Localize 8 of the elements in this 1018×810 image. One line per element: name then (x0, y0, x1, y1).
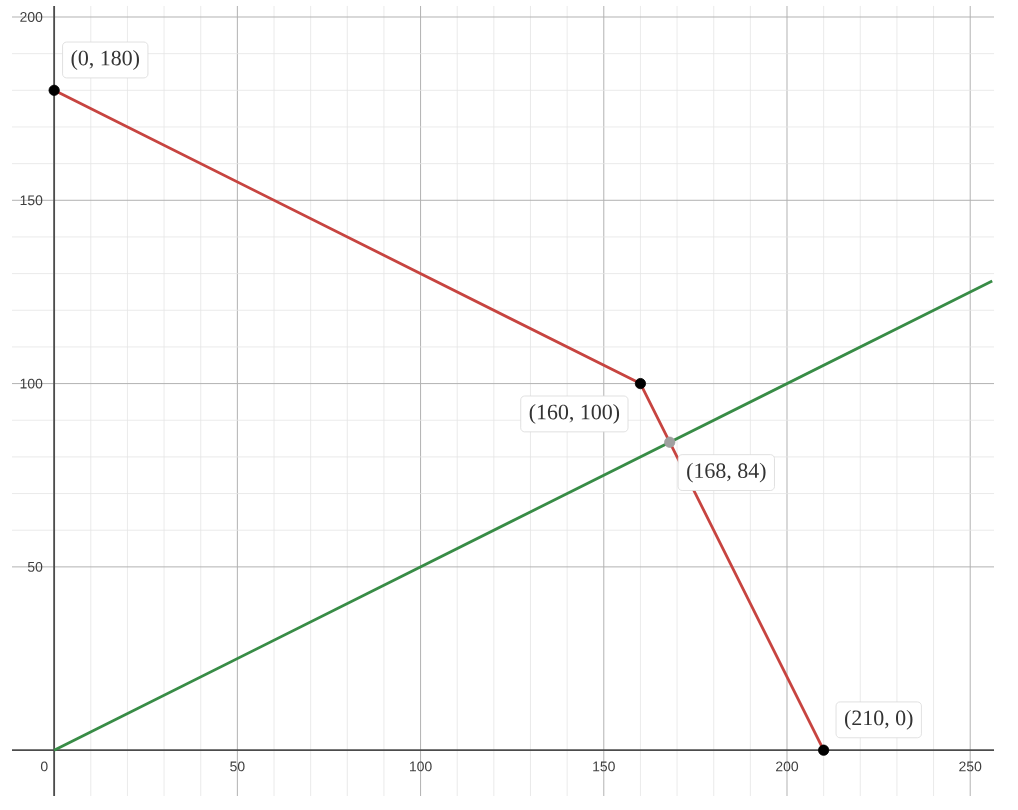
annotation: (168, 84) (687, 462, 766, 483)
annotation: (210, 0) (845, 709, 913, 730)
point (664, 436, 676, 448)
point (634, 378, 646, 390)
annotation: (0, 180) (71, 50, 139, 70)
point (48, 84, 60, 96)
annotation: (160, 100) (529, 404, 620, 424)
point (818, 744, 830, 756)
